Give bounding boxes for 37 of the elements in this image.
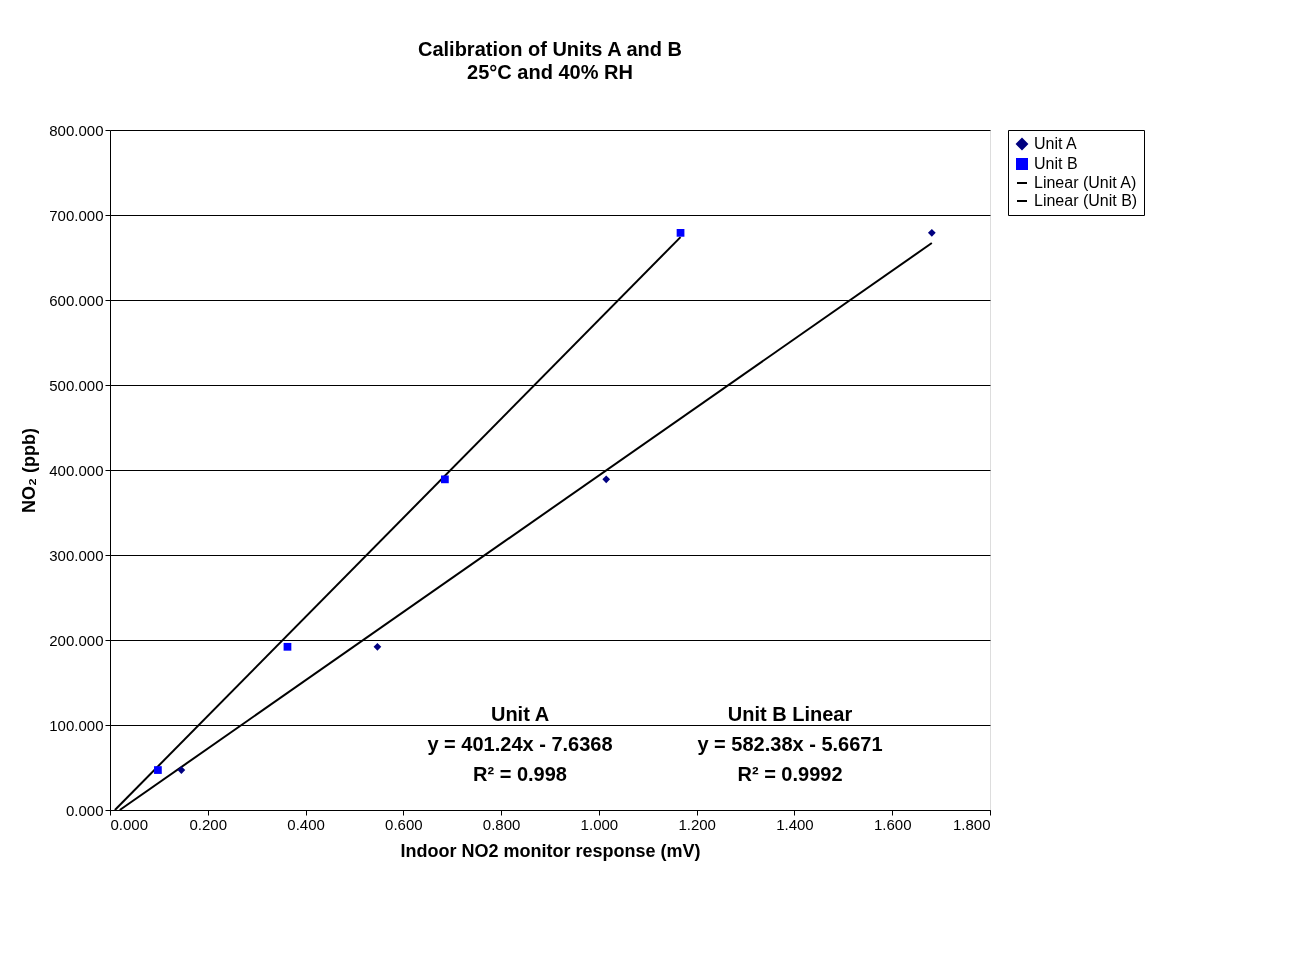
point [441,475,449,484]
x-tick-label: 1.200 [678,815,716,833]
legend-label: Linear (Unit B) [1034,192,1138,209]
x-tick-label: 0.000 [110,815,149,833]
legend-label: Unit A [1034,135,1078,152]
point [373,642,382,651]
point [154,766,162,774]
point [177,766,186,774]
x-tick-label: 1.000 [580,815,619,833]
y-tick-label: 200.000 [49,631,104,649]
y-tick-label: 800.000 [49,121,104,139]
y-tick-label: 300.000 [49,546,104,564]
x-tick-label: 0.400 [287,815,325,833]
x-tick-label: 1.600 [873,815,912,833]
legend-label: Linear (Unit A) [1034,174,1137,191]
x-tick-label: 0.600 [385,815,423,833]
x-tick-label: 1.800 [952,815,991,833]
x-tick-label: 0.200 [189,815,228,833]
point [602,475,611,484]
chart-title: Calibration of Units A and B [417,38,683,60]
legend-label: Unit B [1034,155,1078,172]
y-tick-label: 100.000 [49,716,104,734]
chart-subtitle: 25°C and 40% RH [467,61,633,83]
annotation: Unit A y = 401.24x - 7.6368 R² = 0.998 [427,703,613,785]
annotation: Unit B Linear y = 582.38x - 5.6671 R² = 0.9992 [697,703,883,785]
point [283,642,292,651]
y-tick-label: 0.000 [65,801,104,819]
point [927,228,936,237]
y-tick-label: 600.000 [49,291,104,309]
point [676,228,685,237]
y-tick-label: 700.000 [49,206,104,224]
y-tick-label: 400.000 [49,461,104,479]
y-tick-label: 500.000 [49,376,104,394]
y-axis-title: NO₂ (ppb) [19,428,40,513]
x-tick-label: 1.400 [776,815,814,833]
x-axis-title: Indoor NO2 monitor response (mV) [400,840,701,861]
x-tick-label: 0.800 [482,815,521,833]
